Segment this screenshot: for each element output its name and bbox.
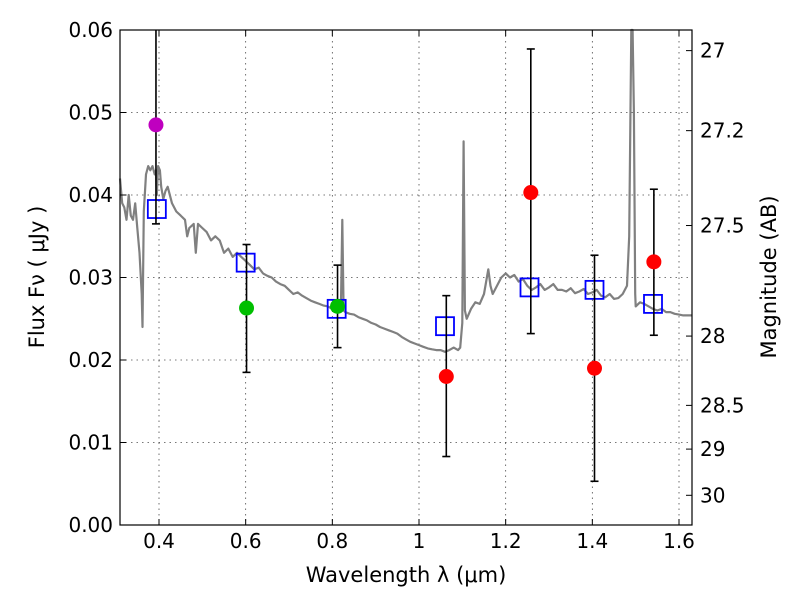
y2-tick-label: 29 <box>700 437 725 461</box>
model-photometry-square <box>643 293 663 314</box>
y-tick-label: 0.03 <box>68 266 113 290</box>
x-tick-label: 0.6 <box>230 529 262 553</box>
model-photometry-square <box>235 252 256 273</box>
y-tick-label: 0.04 <box>68 183 113 207</box>
x-axis-title: Wavelength λ (μm) <box>306 563 507 587</box>
observed-point <box>239 300 255 316</box>
plot-area <box>118 28 692 353</box>
model-photometry-square <box>519 277 540 298</box>
x-tick-label: 0.4 <box>143 529 175 553</box>
y-tick-label: 0.06 <box>68 18 113 42</box>
observed-point <box>587 360 602 376</box>
x-tick-label: 1 <box>413 529 426 553</box>
observed-point <box>523 185 539 201</box>
observed-point <box>148 117 164 133</box>
grid <box>120 30 692 525</box>
x-tick-label: 1.4 <box>576 529 608 553</box>
y2-tick-label: 28 <box>700 324 725 348</box>
y2-tick-label: 28.5 <box>700 393 745 417</box>
y2-tick-label: 27.2 <box>700 119 745 143</box>
markers <box>146 30 663 483</box>
model-photometry-square <box>435 316 455 337</box>
y-axis-title: Flux Fν ( μJy ) <box>25 206 49 349</box>
y-tick-label: 0.00 <box>68 513 113 537</box>
y2-tick-label: 27.5 <box>700 214 745 238</box>
model-spectrum-line <box>118 28 692 353</box>
y-tick-label: 0.05 <box>68 101 113 125</box>
y-tick-label: 0.01 <box>68 431 113 455</box>
y-tick-label: 0.02 <box>68 348 113 372</box>
y2-tick-label: 27 <box>700 39 725 63</box>
observed-point <box>438 369 454 384</box>
y2-tick-label: 30 <box>700 483 725 507</box>
axes: 0.4 0.6 0.8 1 1.2 1.4 1.6 0.00 0.01 0.02 0.03 0.04 0… <box>68 18 744 553</box>
observed-point <box>330 298 346 314</box>
model-photometry-square <box>146 199 167 219</box>
x-tick-label: 1.2 <box>490 529 522 553</box>
observed-point <box>646 254 662 270</box>
x-tick-label: 0.8 <box>316 529 348 553</box>
y2-axis-title: Magnitude (AB) <box>757 195 781 358</box>
x-tick-label: 1.6 <box>663 529 695 553</box>
